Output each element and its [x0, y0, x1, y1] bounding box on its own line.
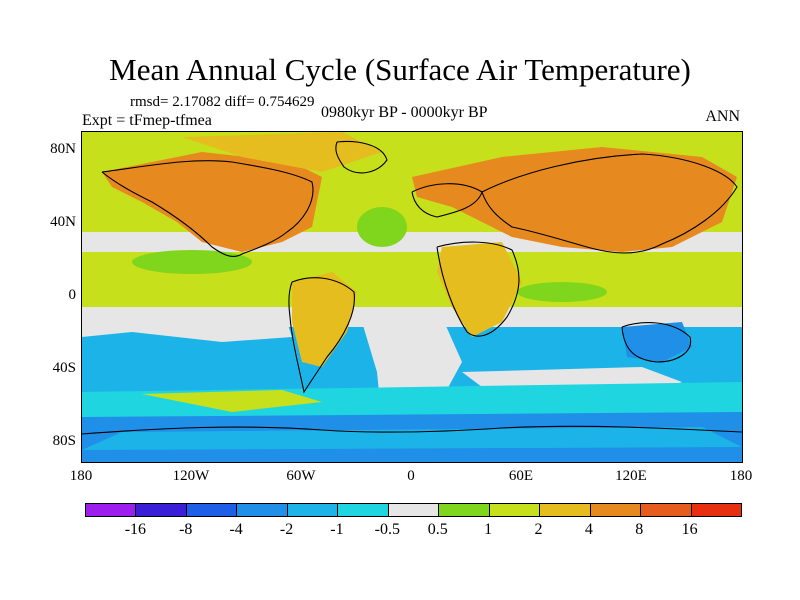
map-canvas [82, 132, 742, 462]
experiment-label: Expt = tFmep-tfmea [82, 112, 212, 129]
colorbar-tick-label: -2 [279, 521, 294, 538]
coast-greenland [335, 140, 388, 174]
colorbar-box [590, 504, 642, 516]
coastlines [82, 140, 742, 435]
lon-label-0: 0 [407, 468, 415, 484]
arctic-yellow [182, 132, 382, 172]
coast-africa [436, 241, 520, 337]
colorbar-tick-label: -0.5 [374, 521, 400, 538]
colorbar-tick-label: 2 [534, 521, 543, 538]
colorbar-tick-label: -16 [124, 521, 147, 538]
lon-label-60w: 60W [286, 468, 316, 484]
colorbar-box [489, 504, 541, 516]
colorbar [85, 503, 742, 517]
colorbar-box [86, 504, 137, 516]
colorbar-tick-label: 4 [584, 521, 593, 538]
indian-green [517, 282, 607, 302]
coast-antarctica [82, 425, 742, 435]
southern-yellow [142, 390, 322, 412]
colorbar-box [388, 504, 440, 516]
period-label: 0980kyr BP - 0000kyr BP [321, 104, 488, 121]
coast-australia [621, 322, 692, 363]
lon-label-60e: 60E [508, 468, 534, 484]
season-label: ANN [705, 108, 740, 125]
lon-label-120e: 120E [615, 468, 647, 484]
atlantic-green [357, 207, 407, 247]
pacific-green [132, 250, 252, 274]
lon-label-180-west: 180 [69, 468, 93, 484]
lat-label-0: 0 [68, 287, 77, 303]
colorbar-box [287, 504, 339, 516]
colorbar-box [691, 504, 742, 516]
colorbar-tick-label: 1 [484, 521, 493, 538]
colorbar-box [540, 504, 591, 516]
eurasia-warm [412, 147, 737, 252]
colorbar-box [237, 504, 288, 516]
colorbar-tick-label: -8 [179, 521, 193, 538]
colorbar-tick-label: 8 [635, 521, 644, 538]
colorbar-tick-label: 0.5 [427, 521, 448, 538]
antarctica-light [82, 427, 742, 450]
lon-label-120w: 120W [172, 468, 210, 484]
lat-label-40s: 40S [52, 360, 76, 376]
temperature-map [81, 131, 743, 463]
colorbar-box [338, 504, 389, 516]
stats-text: rmsd= 2.17082 diff= 0.754629 [130, 94, 315, 110]
australia-cool [622, 322, 692, 362]
south-pacific-neutral [82, 307, 292, 342]
south-america-warm [292, 272, 357, 367]
colorbar-box [641, 504, 692, 516]
coast-asia [481, 153, 738, 254]
lat-label-80n: 80N [50, 141, 76, 157]
coast-europe [411, 183, 483, 218]
colorbar-box [136, 504, 187, 516]
colorbar-tick-label: -1 [330, 521, 344, 538]
africa-warm [437, 242, 522, 337]
coast-north-america [101, 160, 314, 257]
chart-title: Mean Annual Cycle (Surface Air Temperatu… [109, 52, 691, 87]
colorbar-tick-label: -4 [229, 521, 243, 538]
lon-label-180-east: 180 [729, 468, 753, 484]
colorbar-box [439, 504, 490, 516]
lat-label-40n: 40N [50, 214, 76, 230]
lat-label-80s: 80S [52, 433, 76, 449]
colorbar-box [186, 504, 238, 516]
coast-south-america [288, 277, 355, 394]
north-america-warm [102, 152, 322, 252]
colorbar-tick-label: 16 [681, 521, 698, 538]
